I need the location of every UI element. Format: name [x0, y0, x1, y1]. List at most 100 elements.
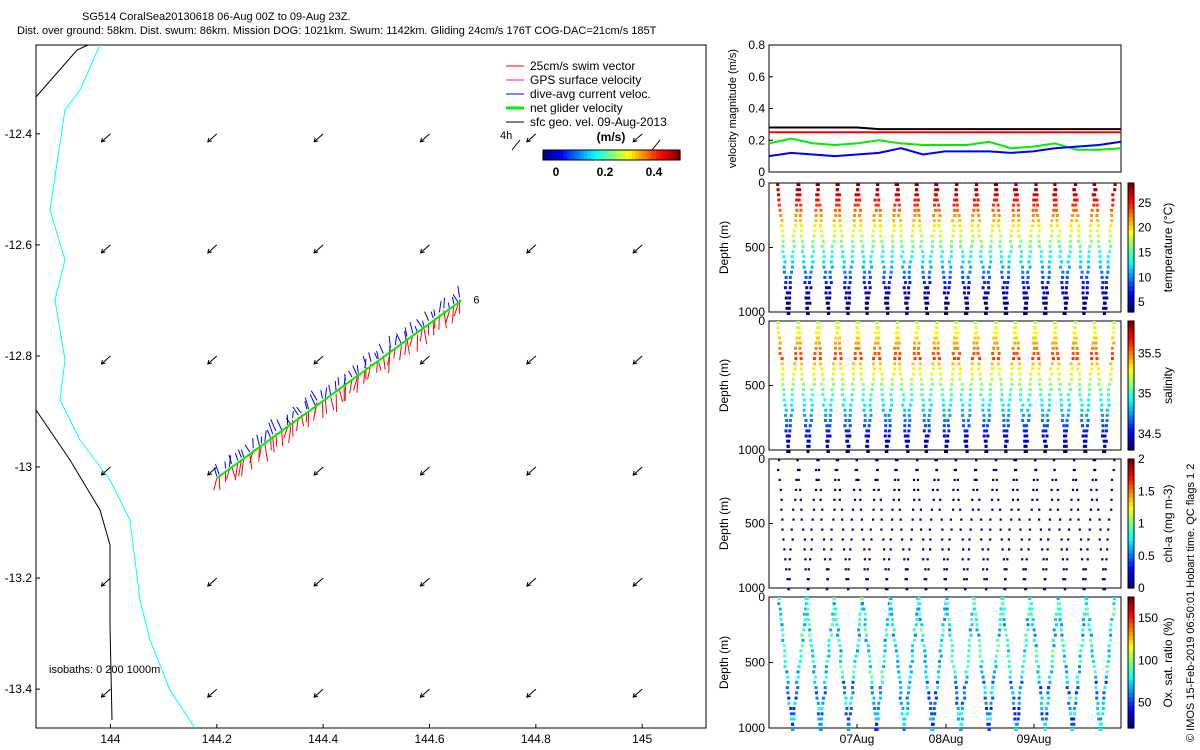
profile-point [968, 644, 972, 648]
profile-point [902, 286, 906, 290]
profile-point [952, 203, 956, 207]
profile-point [779, 214, 783, 217]
profile-point [1105, 558, 1108, 561]
profile-point [1060, 260, 1064, 264]
profile-point [890, 403, 894, 407]
profile-point [833, 352, 837, 355]
profile-point [1088, 234, 1092, 238]
profile-point [938, 665, 942, 669]
profile-point [1019, 260, 1023, 264]
profile-point [1063, 296, 1067, 300]
colorbar-cell [1128, 471, 1134, 477]
profile-point [833, 508, 836, 511]
colorbar-cell [1128, 710, 1134, 716]
profile-point [830, 398, 833, 402]
profile-point [807, 429, 811, 433]
profile-point [780, 628, 784, 632]
profile-point [1048, 382, 1052, 386]
colorbar-cell [1128, 419, 1134, 425]
profile-point [1012, 352, 1016, 355]
profile-point [1017, 214, 1020, 217]
profile-point [903, 429, 907, 433]
profile-point [992, 214, 996, 217]
profile-point [882, 265, 886, 269]
profile-point [848, 413, 852, 417]
profile-point [1063, 654, 1066, 658]
profile-point [1080, 275, 1084, 279]
profile-point [898, 680, 902, 684]
profile-point [1015, 336, 1019, 340]
profile-point [835, 623, 839, 627]
profile-point [1062, 424, 1066, 428]
geo-velocity-vector [526, 133, 537, 143]
profile-point [834, 468, 837, 472]
profile-point [832, 367, 836, 371]
profile-point [913, 638, 916, 642]
profile-point [1078, 372, 1081, 376]
profile-point [867, 424, 871, 428]
profile-point [975, 183, 979, 186]
profile-point [1060, 419, 1064, 422]
profile-point [861, 388, 865, 392]
profile-point [1045, 558, 1048, 561]
legend-example-vector [511, 139, 521, 151]
profile-point [1103, 434, 1107, 438]
profile-point [892, 372, 896, 376]
profile-point [965, 296, 969, 300]
profile-point [899, 234, 903, 238]
profile-point [835, 193, 839, 197]
profile-point [787, 696, 791, 700]
profile-point [917, 352, 920, 355]
dac-vector [409, 321, 414, 334]
profile-point [915, 468, 918, 472]
profile-point [779, 612, 783, 616]
profile-point [981, 275, 985, 279]
profile-point [1087, 250, 1091, 254]
dac-vector [224, 461, 227, 469]
profile-point [872, 518, 875, 521]
profile-point [908, 403, 912, 407]
profile-point [996, 357, 1000, 361]
profile-point [1036, 203, 1040, 207]
profile-point [1028, 393, 1032, 397]
profile-point [844, 296, 848, 300]
colorbar-tick-label: 1.5 [1138, 484, 1155, 498]
profile-point [1093, 336, 1096, 340]
geo-velocity-vector [420, 244, 430, 254]
profile-point [918, 618, 922, 621]
profile-point [1104, 306, 1108, 310]
profile-point [1044, 707, 1048, 710]
dac-vector [424, 311, 430, 321]
profile-point [1010, 508, 1013, 511]
profile-point [819, 498, 822, 501]
profile-point [866, 588, 869, 591]
swim-vector [213, 478, 218, 491]
profile-point [1037, 372, 1041, 376]
profile-point [843, 281, 847, 284]
profile-point [1054, 198, 1058, 202]
profile-point [850, 382, 854, 386]
profile-point [859, 498, 862, 501]
profile-point [1055, 219, 1059, 223]
profile-point [785, 568, 788, 571]
profile-point [1060, 638, 1064, 642]
profile-point [979, 255, 983, 259]
profile-point [1074, 208, 1078, 212]
profile-point [941, 548, 944, 551]
profile-point [979, 393, 983, 397]
profile-point [832, 607, 836, 611]
profile-point [1078, 528, 1081, 531]
profile-point [1007, 659, 1011, 663]
profile-point [1056, 367, 1060, 371]
profile-point [879, 498, 882, 501]
profile-point [838, 336, 842, 340]
profile-point [1022, 286, 1026, 290]
profile-point [859, 508, 863, 511]
colorbar-cell [1128, 527, 1134, 533]
colorbar-tick-label: 0.5 [1138, 549, 1155, 563]
profile-point [900, 377, 904, 381]
profile-point [819, 488, 822, 491]
profile-point [870, 680, 874, 684]
profile-point [1059, 398, 1063, 402]
